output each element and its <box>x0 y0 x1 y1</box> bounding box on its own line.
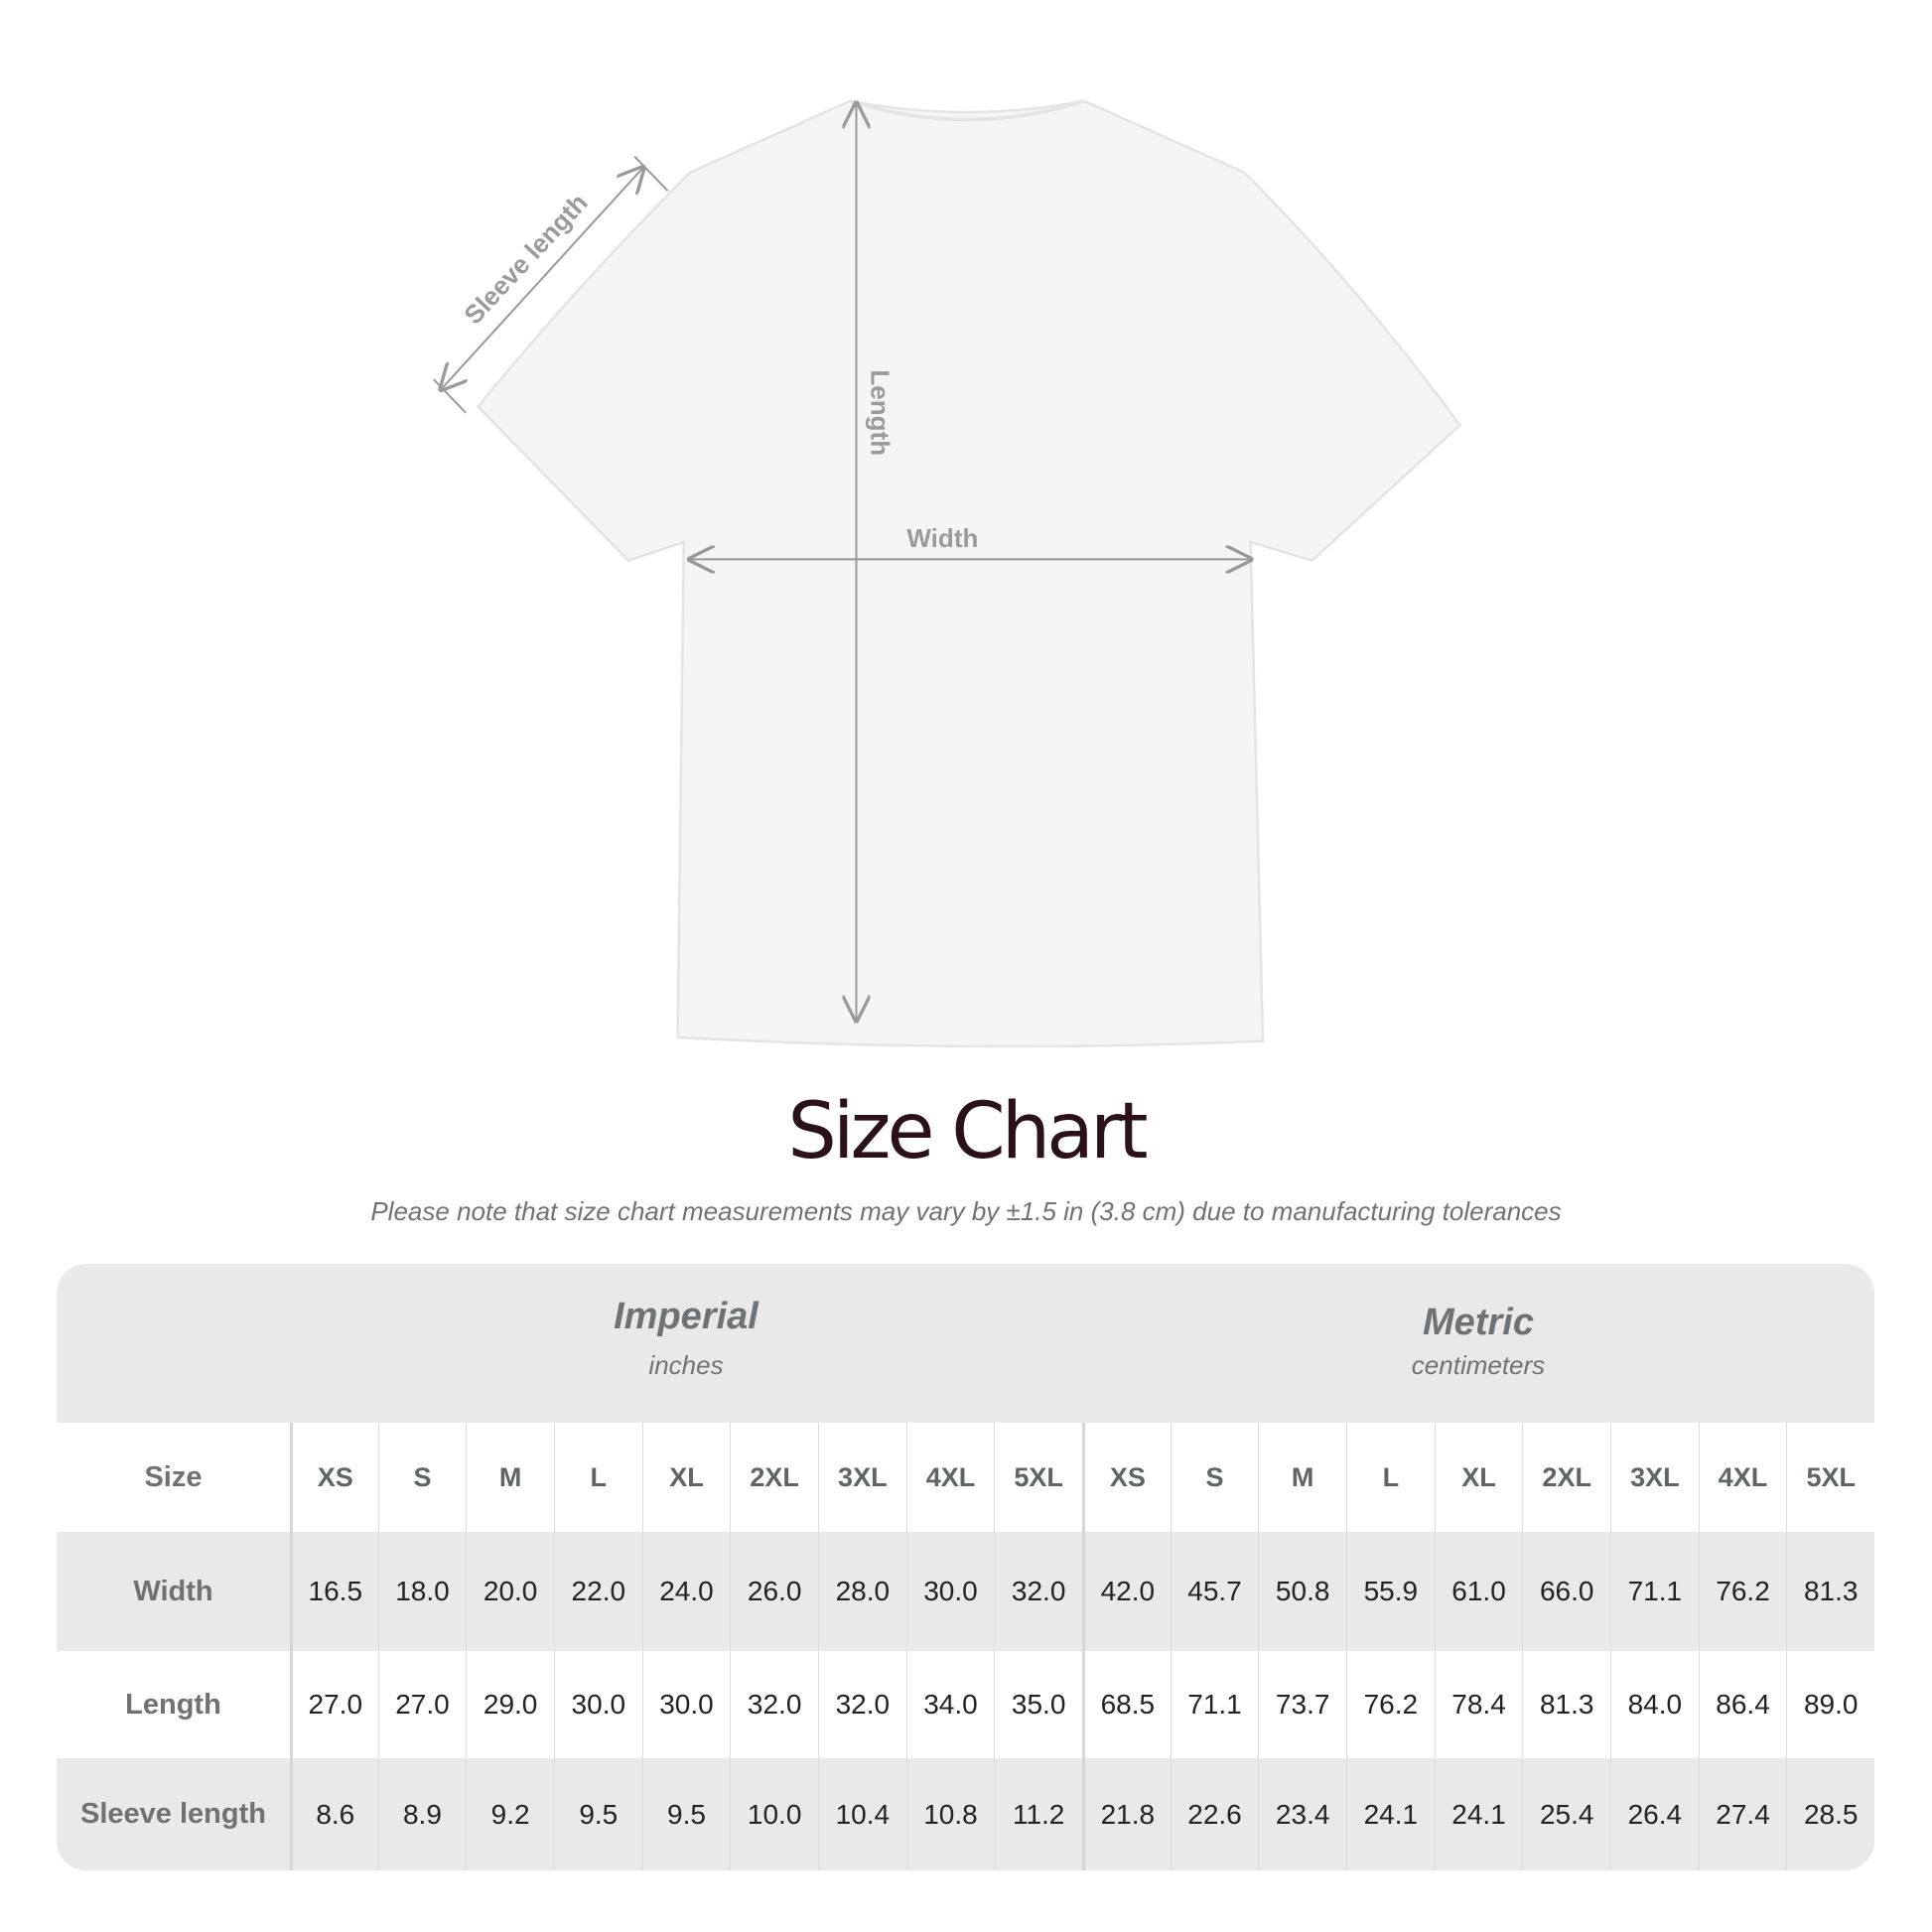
metric-value-cell: 76.2 <box>1698 1532 1787 1651</box>
imperial-value-cell: 9.5 <box>553 1758 642 1870</box>
imperial-value-cell: 32.0 <box>730 1651 818 1758</box>
sleeve-arrow <box>441 168 643 389</box>
imperial-value-cell: 18.0 <box>377 1532 467 1651</box>
metric-size-cell: 4XL <box>1698 1423 1787 1532</box>
imperial-value-cell: 24.0 <box>641 1532 731 1651</box>
metric-value-cell: 81.3 <box>1522 1651 1610 1758</box>
imperial-value-cell: 27.0 <box>377 1651 467 1758</box>
imperial-title: Imperial <box>614 1296 759 1337</box>
imperial-size-cell: 4XL <box>905 1423 995 1532</box>
metric-title: Metric <box>1423 1302 1534 1343</box>
imperial-unit: inches <box>648 1350 724 1380</box>
width-label: Width <box>906 523 978 553</box>
metric-value-cell: 28.5 <box>1786 1758 1874 1870</box>
metric-value-cell: 22.6 <box>1170 1758 1259 1870</box>
imperial-value-cell: 30.0 <box>641 1651 731 1758</box>
metric-value-cell: 86.4 <box>1698 1651 1787 1758</box>
metric-value-cell: 45.7 <box>1170 1532 1259 1651</box>
imperial-value-cell: 16.5 <box>289 1532 378 1651</box>
imperial-value-cell: 34.0 <box>905 1651 995 1758</box>
imperial-value-cell: 10.0 <box>730 1758 818 1870</box>
imperial-value-cell: 20.0 <box>466 1532 554 1651</box>
metric-value-cell: 71.1 <box>1170 1651 1259 1758</box>
imperial-size-cell: 5XL <box>994 1423 1082 1532</box>
metric-value-cell: 89.0 <box>1786 1651 1874 1758</box>
metric-size-cell: 2XL <box>1522 1423 1610 1532</box>
metric-value-cell: 68.5 <box>1082 1651 1171 1758</box>
metric-header: Metric centimeters <box>1082 1302 1874 1381</box>
imperial-value-cell: 32.0 <box>994 1532 1082 1651</box>
imperial-value-cell: 30.0 <box>553 1651 642 1758</box>
imperial-value-cell: 8.6 <box>289 1758 378 1870</box>
imperial-value-cell: 30.0 <box>905 1532 995 1651</box>
table-row: Sleeve length 8.6 8.9 9.2 9.5 9.5 10.0 10.4 10.8… <box>57 1758 1874 1870</box>
metric-value-cell: 24.1 <box>1346 1758 1435 1870</box>
imperial-value-cell: 10.4 <box>817 1758 906 1870</box>
size-header-row: Size XS S M L XL 2XL 3XL 4XL 5XL XS S M L XL 2XL 3XL 4XL 5… <box>57 1423 1874 1532</box>
imperial-value-cell: 9.2 <box>466 1758 554 1870</box>
metric-value-cell: 76.2 <box>1346 1651 1435 1758</box>
metric-value-cell: 27.4 <box>1698 1758 1787 1870</box>
imperial-size-cell: XL <box>641 1423 731 1532</box>
length-label: Length <box>865 369 895 456</box>
imperial-value-cell: 11.2 <box>994 1758 1082 1870</box>
size-table: Imperial inches Metric centimeters Size X… <box>57 1264 1874 1870</box>
imperial-size-cell: 3XL <box>817 1423 906 1532</box>
metric-size-cell: S <box>1170 1423 1259 1532</box>
metric-unit: centimeters <box>1411 1350 1546 1380</box>
metric-value-cell: 81.3 <box>1786 1532 1874 1651</box>
table-row: Width 16.5 18.0 20.0 22.0 24.0 26.0 28.0 30.0 32.… <box>57 1532 1874 1651</box>
metric-value-cell: 50.8 <box>1258 1532 1346 1651</box>
metric-value-cell: 24.1 <box>1434 1758 1523 1870</box>
page-title: Size Chart <box>787 1087 1148 1176</box>
row-label: Length <box>125 1688 221 1721</box>
table-row: Length 27.0 27.0 29.0 30.0 30.0 32.0 32.0 34.0 35… <box>57 1651 1874 1758</box>
imperial-value-cell: 29.0 <box>466 1651 554 1758</box>
metric-value-cell: 78.4 <box>1434 1651 1523 1758</box>
metric-size-cell: 3XL <box>1610 1423 1699 1532</box>
metric-value-cell: 26.4 <box>1610 1758 1699 1870</box>
imperial-value-cell: 28.0 <box>817 1532 906 1651</box>
metric-value-cell: 23.4 <box>1258 1758 1346 1870</box>
tshirt-shape <box>476 99 1462 1048</box>
metric-value-cell: 73.7 <box>1258 1651 1346 1758</box>
imperial-size-cell: L <box>553 1423 642 1532</box>
imperial-header: Imperial inches <box>290 1296 1082 1381</box>
metric-size-cell: XS <box>1082 1423 1171 1532</box>
metric-value-cell: 42.0 <box>1082 1532 1171 1651</box>
imperial-value-cell: 27.0 <box>289 1651 378 1758</box>
imperial-value-cell: 32.0 <box>817 1651 906 1758</box>
metric-value-cell: 61.0 <box>1434 1532 1523 1651</box>
metric-value-cell: 71.1 <box>1610 1532 1699 1651</box>
imperial-size-cell: M <box>466 1423 554 1532</box>
imperial-value-cell: 35.0 <box>994 1651 1082 1758</box>
metric-value-cell: 55.9 <box>1346 1532 1435 1651</box>
metric-value-cell: 25.4 <box>1522 1758 1610 1870</box>
metric-value-cell: 84.0 <box>1610 1651 1699 1758</box>
tshirt-diagram: Sleeve length Length Width <box>433 98 1462 1048</box>
row-label: Sleeve length <box>79 1798 266 1830</box>
imperial-size-cell: S <box>377 1423 467 1532</box>
imperial-size-cell: XS <box>289 1423 378 1532</box>
imperial-size-cell: 2XL <box>730 1423 818 1532</box>
metric-value-cell: 66.0 <box>1522 1532 1610 1651</box>
row-label: Width <box>133 1575 213 1607</box>
imperial-value-cell: 10.8 <box>905 1758 995 1870</box>
imperial-value-cell: 9.5 <box>641 1758 731 1870</box>
imperial-value-cell: 8.9 <box>377 1758 467 1870</box>
row-label: Size <box>144 1460 203 1493</box>
metric-size-cell: L <box>1346 1423 1435 1532</box>
metric-size-cell: XL <box>1434 1423 1523 1532</box>
tolerance-note: Please note that size chart measurements… <box>370 1196 1562 1226</box>
metric-size-cell: 5XL <box>1786 1423 1874 1532</box>
imperial-value-cell: 22.0 <box>553 1532 642 1651</box>
metric-size-cell: M <box>1258 1423 1346 1532</box>
metric-value-cell: 21.8 <box>1082 1758 1171 1870</box>
imperial-value-cell: 26.0 <box>730 1532 818 1651</box>
